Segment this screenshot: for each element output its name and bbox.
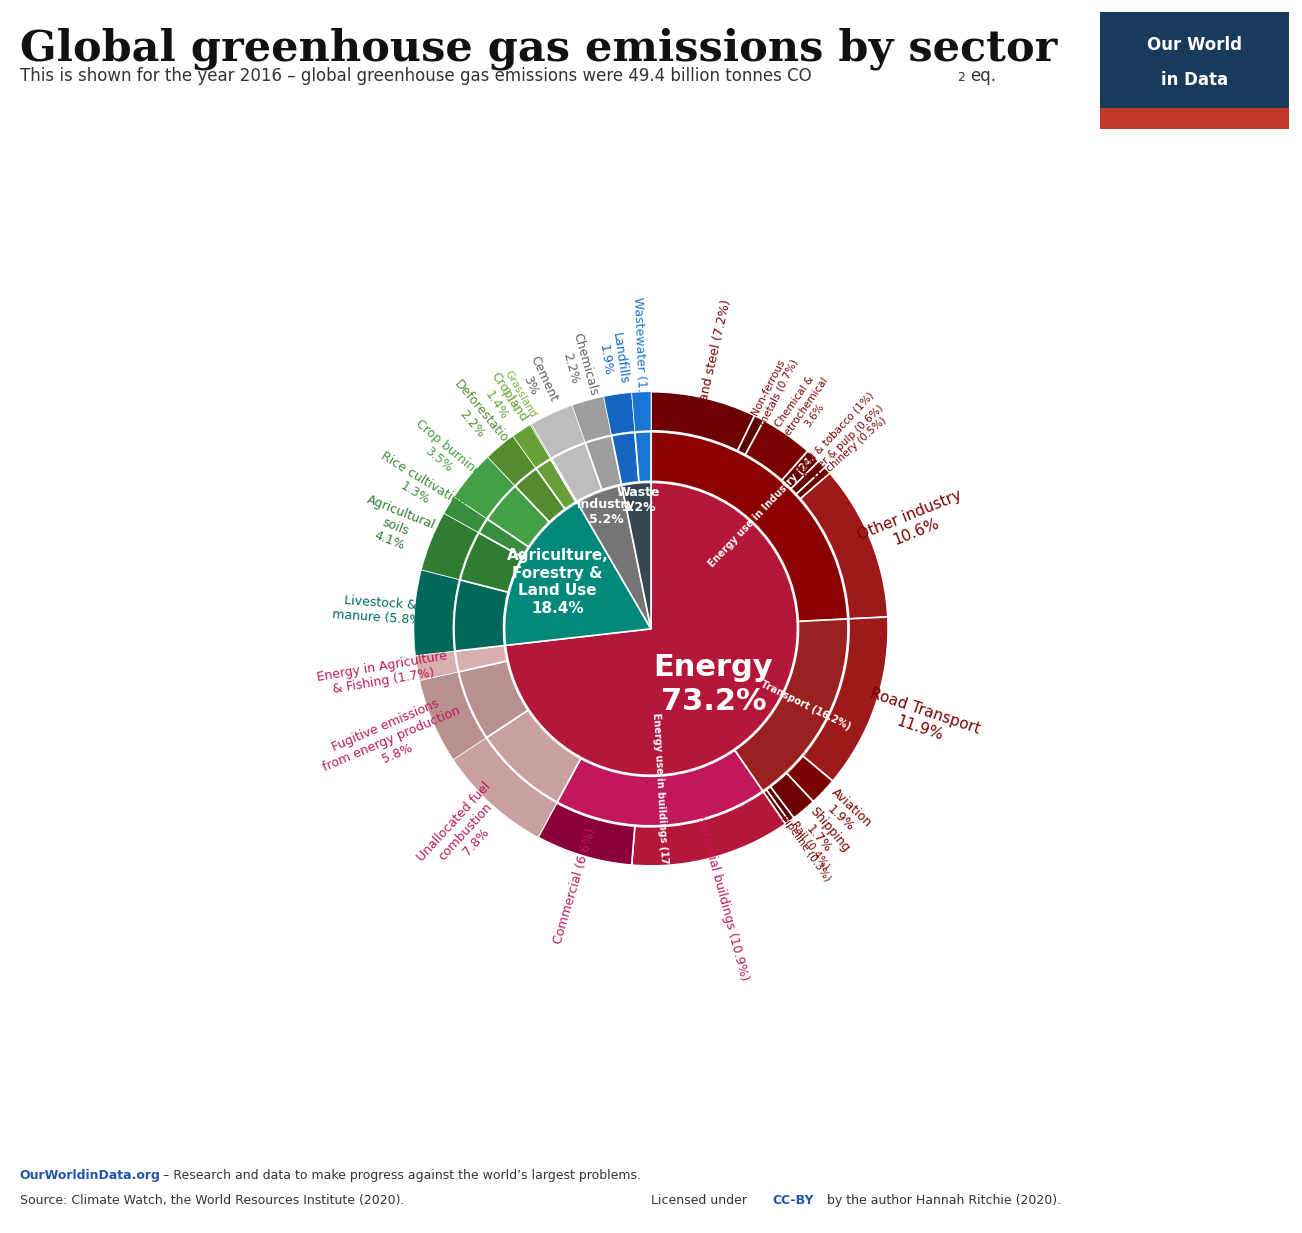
Text: Shipping
1.7%: Shipping 1.7% (796, 804, 853, 864)
Wedge shape (631, 792, 785, 866)
Wedge shape (552, 443, 602, 502)
Wedge shape (460, 533, 522, 592)
Text: Residential buildings (10.9%): Residential buildings (10.9%) (691, 801, 751, 981)
Text: Rail (0.4%): Rail (0.4%) (789, 819, 831, 870)
Text: Road Transport
11.9%: Road Transport 11.9% (862, 686, 982, 753)
Wedge shape (487, 486, 549, 546)
Text: Pipeline (0.3%): Pipeline (0.3%) (779, 814, 832, 884)
Wedge shape (531, 406, 585, 457)
Wedge shape (513, 425, 551, 467)
Wedge shape (479, 519, 529, 557)
Bar (1100, 109, 1289, 129)
Wedge shape (557, 751, 763, 826)
Wedge shape (530, 424, 551, 459)
Text: Cement
3%: Cement 3% (514, 354, 560, 411)
Wedge shape (745, 420, 807, 481)
Wedge shape (801, 473, 888, 619)
Wedge shape (551, 459, 577, 502)
Text: Wastewater (1.3%): Wastewater (1.3%) (631, 297, 648, 417)
Bar (1100, 12, 1289, 109)
Text: CC-BY: CC-BY (772, 1194, 814, 1207)
Wedge shape (622, 482, 651, 629)
Text: by the author Hannah Ritchie (2020).: by the author Hannah Ritchie (2020). (823, 1194, 1061, 1207)
Text: Source: Climate Watch, the World Resources Institute (2020).: Source: Climate Watch, the World Resourc… (20, 1194, 404, 1207)
Text: Transport (16.2%): Transport (16.2%) (759, 678, 852, 731)
Wedge shape (635, 432, 651, 482)
Wedge shape (786, 756, 833, 801)
Wedge shape (612, 433, 639, 485)
Wedge shape (604, 392, 635, 435)
Text: Chemical &
petrochemical
3.6%: Chemical & petrochemical 3.6% (769, 369, 840, 449)
Wedge shape (631, 392, 651, 432)
Text: Landfills
1.9%: Landfills 1.9% (595, 332, 630, 387)
Text: Cropland
1.4%: Cropland 1.4% (475, 370, 530, 433)
Wedge shape (419, 672, 486, 760)
Wedge shape (488, 436, 535, 486)
Wedge shape (458, 661, 529, 737)
Wedge shape (651, 392, 755, 451)
Text: Chemicals
2.2%: Chemicals 2.2% (556, 332, 600, 402)
Text: OurWorldinData.org: OurWorldinData.org (20, 1169, 160, 1182)
Text: Waste
3.2%: Waste 3.2% (616, 487, 660, 514)
Wedge shape (505, 502, 651, 645)
Wedge shape (577, 486, 651, 629)
Text: Energy use in buildings (17.5%): Energy use in buildings (17.5%) (651, 713, 671, 889)
Wedge shape (783, 451, 819, 488)
Text: Machinery (0.5%): Machinery (0.5%) (814, 416, 888, 483)
Text: Non-ferrous
metals (0.7%): Non-ferrous metals (0.7%) (747, 353, 799, 428)
Wedge shape (771, 773, 814, 817)
Wedge shape (456, 645, 506, 672)
Text: Aviation
1.9%: Aviation 1.9% (818, 785, 874, 841)
Wedge shape (803, 616, 888, 780)
Text: Commercial (6.6%): Commercial (6.6%) (551, 826, 598, 946)
Text: Energy use in Industry (24.2%): Energy use in Industry (24.2%) (707, 439, 832, 570)
Text: Deforestation
2.2%: Deforestation 2.2% (440, 377, 516, 461)
Text: Licensed under: Licensed under (651, 1194, 751, 1207)
Wedge shape (797, 467, 829, 499)
Text: This is shown for the year 2016 – global greenhouse gas emissions were 49.4 bill: This is shown for the year 2016 – global… (20, 67, 811, 85)
Text: Iron and steel (7.2%): Iron and steel (7.2%) (691, 298, 733, 429)
Text: Energy
73.2%: Energy 73.2% (654, 653, 773, 716)
Text: – Research and data to make progress against the world’s largest problems.: – Research and data to make progress aga… (163, 1169, 641, 1182)
Text: Food & tobacco (1%): Food & tobacco (1%) (794, 390, 875, 476)
Text: Agriculture,
Forestry &
Land Use
18.4%: Agriculture, Forestry & Land Use 18.4% (506, 549, 608, 615)
Text: Unallocated fuel
combustion
7.8%: Unallocated fuel combustion 7.8% (414, 779, 516, 884)
Wedge shape (453, 739, 557, 837)
Text: eq.: eq. (970, 67, 996, 85)
Wedge shape (487, 710, 581, 801)
Wedge shape (767, 787, 794, 821)
Wedge shape (454, 457, 514, 519)
Wedge shape (444, 497, 487, 533)
Text: 2: 2 (957, 70, 965, 84)
Wedge shape (538, 803, 635, 866)
Wedge shape (586, 435, 621, 490)
Text: Fugitive emissions
from energy production
5.8%: Fugitive emissions from energy productio… (315, 690, 467, 788)
Text: Paper & pulp (0.6%): Paper & pulp (0.6%) (803, 403, 885, 482)
Wedge shape (572, 397, 612, 443)
Wedge shape (516, 469, 565, 522)
Wedge shape (536, 459, 575, 509)
Wedge shape (505, 482, 797, 776)
Text: Global greenhouse gas emissions by sector: Global greenhouse gas emissions by secto… (20, 27, 1057, 69)
Text: Our World: Our World (1147, 36, 1242, 54)
Text: Crop burning
3.5%: Crop burning 3.5% (404, 417, 483, 491)
Text: Industry
5.2%: Industry 5.2% (577, 498, 635, 525)
Wedge shape (734, 619, 848, 792)
Text: Other industry
10.6%: Other industry 10.6% (855, 487, 970, 559)
Text: Rice cultivation
1.3%: Rice cultivation 1.3% (371, 450, 467, 524)
Text: Agricultural
soils
4.1%: Agricultural soils 4.1% (354, 493, 437, 560)
Text: in Data: in Data (1161, 72, 1228, 89)
Wedge shape (422, 513, 478, 580)
Wedge shape (415, 651, 458, 681)
Wedge shape (651, 432, 848, 621)
Wedge shape (454, 580, 508, 651)
Wedge shape (792, 461, 825, 494)
Text: Energy in Agriculture
& Fishing (1.7%): Energy in Agriculture & Fishing (1.7%) (315, 649, 450, 699)
Wedge shape (414, 570, 460, 656)
Text: Livestock &
manure (5.8%): Livestock & manure (5.8%) (332, 593, 427, 628)
Text: Grassland
0.1%: Grassland 0.1% (492, 369, 538, 425)
Wedge shape (737, 416, 764, 455)
Wedge shape (763, 790, 789, 824)
